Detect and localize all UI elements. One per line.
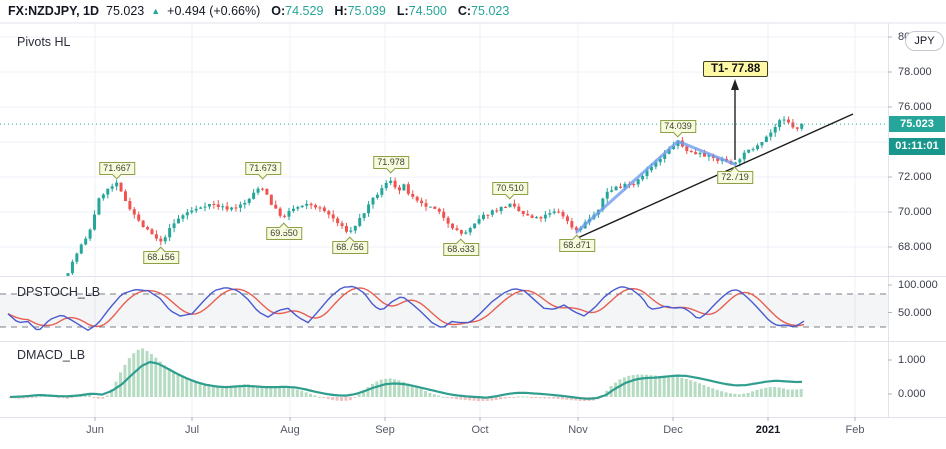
pivot-label: 72.719 — [717, 171, 753, 185]
macd-tick-label: 0.000 — [898, 388, 926, 400]
price-tick-label: 70.000 — [898, 206, 932, 218]
pivot-label: 68.156 — [143, 251, 179, 265]
currency-toggle-button[interactable]: JPY — [905, 31, 944, 51]
symbol-header: FX:NZDJPY, 1D 75.023 ▲ +0.494 (+0.66%) O… — [0, 0, 946, 22]
last-price: 75.023 — [106, 4, 145, 18]
time-tick-label: Jun — [86, 424, 104, 436]
price-tick-label: 68.000 — [898, 241, 932, 253]
close-label: C:75.023 — [457, 4, 510, 18]
up-arrow-icon: ▲ — [151, 6, 161, 16]
pivot-label: 68.756 — [332, 240, 368, 254]
last-price-badge: 75.023 — [889, 116, 945, 133]
time-tick-label: Nov — [568, 424, 588, 436]
time-tick-label: 2021 — [755, 424, 781, 436]
macd-tick-label: 1.000 — [898, 354, 926, 366]
indicator-title-stoch[interactable]: DPSTOCH_LB — [17, 285, 101, 299]
macd-series — [8, 348, 803, 402]
panel-borders — [0, 22, 946, 421]
time-tick-label: Jul — [184, 424, 200, 436]
pivot-label: 69.550 — [266, 226, 302, 240]
target-price-label[interactable]: T1- 77.88 — [703, 61, 769, 77]
time-tick-label: Feb — [845, 424, 865, 436]
price-tick-label: 78.000 — [898, 66, 932, 78]
high-label: H:75.039 — [334, 4, 386, 18]
pivot-label: 70.510 — [492, 182, 528, 196]
indicator-title-pivots[interactable]: Pivots HL — [17, 35, 71, 49]
bar-countdown-badge: 01:11:01 — [889, 138, 945, 156]
drawings[interactable] — [575, 79, 854, 239]
indicator-title-macd[interactable]: DMACD_LB — [17, 348, 86, 362]
pivot-label: 71.667 — [99, 161, 135, 175]
low-label: L:74.500 — [396, 4, 447, 18]
price-tick-label: 76.000 — [898, 101, 932, 113]
time-tick-label: Dec — [663, 424, 683, 436]
time-tick-label: Aug — [280, 424, 300, 436]
pivot-label: 68.633 — [443, 242, 479, 256]
time-tick-label: Sep — [375, 424, 395, 436]
stoch-tick-label: 100.000 — [898, 279, 938, 291]
open-label: O:74.529 — [271, 4, 324, 18]
price-change: +0.494 (+0.66%) — [167, 4, 261, 18]
stoch-tick-label: 50.000 — [898, 306, 932, 319]
symbol-name[interactable]: FX:NZDJPY, 1D — [8, 4, 99, 18]
pivot-label: 68.871 — [559, 238, 595, 252]
pivot-label: 71.673 — [245, 161, 281, 175]
pivot-label: 71.978 — [373, 156, 409, 170]
price-tick-label: 72.000 — [898, 171, 932, 183]
pivot-label: 74.039 — [660, 120, 696, 134]
time-tick-label: Oct — [471, 424, 489, 436]
stoch-lines — [7, 285, 805, 331]
